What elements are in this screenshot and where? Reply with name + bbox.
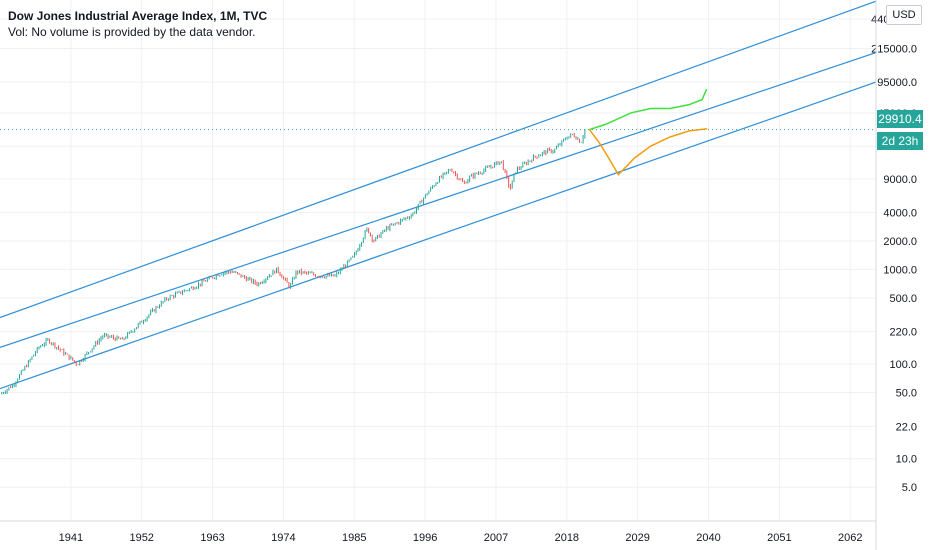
- y-tick-label: 50.0: [896, 388, 917, 400]
- y-tick-label: 22.0: [896, 421, 917, 433]
- y-tick-label: 9000.0: [883, 174, 917, 186]
- volume-note: Vol: No volume is provided by the data v…: [8, 25, 256, 39]
- projection-bear-line: [588, 128, 708, 176]
- x-tick-label: 1985: [342, 532, 366, 544]
- last-price-label: 29910.4: [877, 110, 923, 128]
- x-tick-label: 2062: [838, 532, 862, 544]
- chart-grid: [0, 0, 876, 521]
- y-tick-label: 95000.0: [877, 77, 917, 89]
- x-tick-label: 1952: [129, 532, 153, 544]
- x-tick-label: 2029: [625, 532, 649, 544]
- lower-channel-line: [0, 81, 877, 390]
- price-axis[interactable]: 440000.0215000.095000.045000.020000.0900…: [871, 0, 917, 550]
- x-tick-label: 2018: [555, 532, 579, 544]
- y-tick-label: 5.0: [902, 482, 917, 494]
- y-tick-label: 220.0: [889, 327, 917, 339]
- x-tick-label: 1996: [413, 532, 437, 544]
- y-tick-label: 10.0: [896, 454, 917, 466]
- x-tick-label: 2007: [484, 532, 508, 544]
- x-tick-label: 1974: [271, 532, 295, 544]
- y-tick-label: 215000.0: [871, 44, 917, 56]
- x-tick-label: 2040: [696, 532, 720, 544]
- time-axis[interactable]: 1941 1952 1963 1974 1985 1996 2007 2018 2029 2040…: [0, 520, 876, 544]
- chart-title: Dow Jones Industrial Average Index, 1M, …: [8, 9, 268, 23]
- x-tick-label: 1963: [200, 532, 224, 544]
- x-tick-label: 2051: [767, 532, 791, 544]
- y-tick-label: 4000.0: [883, 207, 917, 219]
- y-tick-label: 500.0: [889, 293, 917, 305]
- middle-channel-line: [0, 52, 877, 348]
- y-tick-label: 2000.0: [883, 236, 917, 248]
- chart-series: [0, 0, 877, 395]
- projection-bull-line: [589, 88, 708, 131]
- bar-countdown-label: 2d 23h: [877, 132, 923, 150]
- y-tick-label: 1000.0: [883, 264, 917, 276]
- y-tick-label: 100.0: [889, 359, 917, 371]
- currency-button[interactable]: USD: [886, 5, 922, 25]
- x-tick-label: 1941: [59, 532, 83, 544]
- upper-channel-line: [0, 0, 877, 319]
